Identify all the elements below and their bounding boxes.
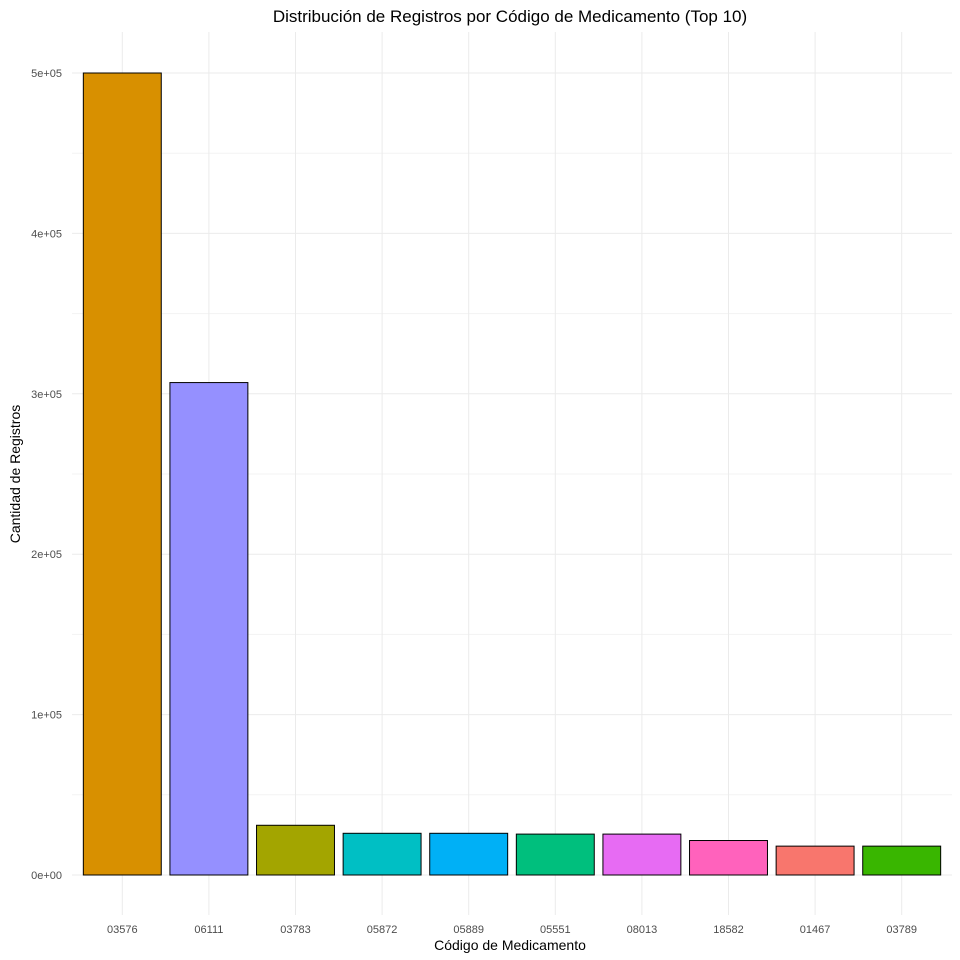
x-tick-label: 08013 (627, 924, 658, 936)
x-tick-label: 05872 (367, 924, 398, 936)
y-tick-label: 2e+05 (31, 549, 62, 561)
x-tick-label: 06111 (194, 924, 223, 936)
x-tick-label: 05889 (453, 924, 484, 936)
bar-06111 (169, 382, 249, 876)
bar-05889 (429, 832, 509, 876)
bars (82, 72, 942, 876)
bar-03783 (256, 824, 335, 876)
bar-08013 (602, 833, 682, 876)
bar-18582 (689, 840, 768, 876)
bar-01467 (775, 845, 855, 876)
bar-03576 (82, 72, 162, 876)
y-tick-label: 3e+05 (31, 389, 62, 401)
x-tick-label: 03783 (280, 924, 311, 936)
x-tick-label: 05551 (540, 924, 571, 936)
x-tick-labels: 03576 06111 03783 05872 05889 05551 08013 18582… (107, 924, 917, 936)
bar-05872 (342, 832, 422, 876)
chart-title: Distribución de Registros por Código de … (273, 7, 747, 26)
x-tick-label: 03576 (107, 924, 138, 936)
y-axis-title: Cantidad de Registros (7, 405, 23, 544)
x-tick-label: 03789 (886, 924, 917, 936)
x-tick-label: 01467 (800, 924, 831, 936)
bar-05551 (515, 833, 595, 876)
bar-03789 (862, 845, 942, 876)
y-tick-label: 5e+05 (31, 68, 62, 80)
x-tick-label: 18582 (713, 924, 744, 936)
y-tick-labels: 0e+00 1e+05 2e+05 3e+05 4e+05 5e+05 (31, 68, 62, 882)
y-tick-label: 0e+00 (31, 870, 62, 882)
y-tick-label: 1e+05 (31, 710, 62, 722)
y-tick-label: 4e+05 (31, 228, 62, 240)
x-axis-title: Código de Medicamento (434, 937, 586, 953)
